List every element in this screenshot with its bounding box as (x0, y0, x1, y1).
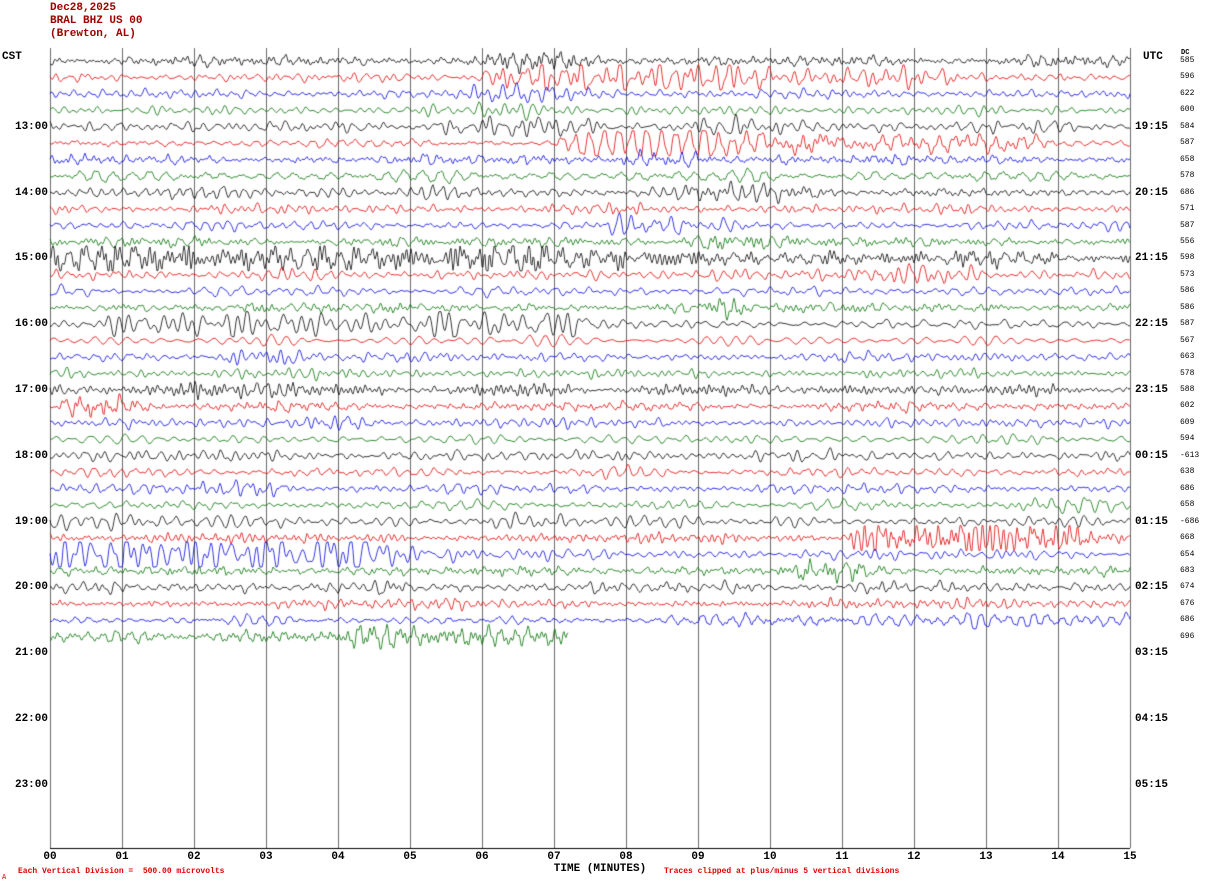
dc-value: 586 (1180, 302, 1195, 312)
header-location: (Brewton, AL) (50, 28, 136, 40)
x-tick-label: 01 (115, 851, 129, 863)
dc-column-label: DC (1181, 49, 1190, 57)
dc-value: 584 (1180, 121, 1195, 131)
dc-value: 587 (1180, 319, 1195, 329)
dc-value: 609 (1180, 417, 1195, 427)
dc-value: 578 (1180, 368, 1195, 378)
x-tick-label: 04 (331, 851, 345, 863)
x-tick-label: 02 (187, 851, 201, 863)
left-time-label: 16:00 (14, 318, 48, 331)
corner-mark: A (2, 874, 7, 882)
left-time-label: 23:00 (14, 778, 48, 791)
footer-right-note: Traces clipped at plus/minus 5 vertical … (664, 867, 900, 876)
dc-value: 683 (1180, 565, 1195, 575)
x-axis-title: TIME (MINUTES) (553, 863, 647, 875)
x-tick-label: 00 (43, 851, 57, 863)
left-time-label: 22:00 (14, 713, 48, 725)
left-time-label: 13:00 (14, 120, 48, 133)
dc-value: 686 (1180, 187, 1195, 197)
dc-value: 663 (1180, 352, 1195, 362)
dc-value: 594 (1180, 434, 1195, 444)
dc-value: 686 (1180, 615, 1195, 625)
right-time-label: 03:15 (1135, 647, 1169, 660)
left-time-label: 14:00 (14, 186, 48, 199)
right-time-label: 22:15 (1135, 318, 1169, 331)
dc-value: 696 (1180, 631, 1195, 641)
header-date: Dec28,2025 (50, 2, 117, 14)
left-time-label: 20:00 (14, 581, 48, 594)
right-time-label: 00:15 (1135, 449, 1169, 462)
dc-value: 585 (1180, 56, 1195, 65)
right-time-label: 23:15 (1135, 384, 1169, 396)
left-time-label: 18:00 (14, 449, 48, 462)
x-tick-label: 11 (835, 851, 849, 863)
x-tick-label: 03 (259, 851, 273, 863)
dc-value: 658 (1180, 500, 1195, 510)
x-tick-label: 14 (1051, 851, 1065, 863)
left-timezone-label: CST (2, 51, 22, 63)
dc-value: -613 (1180, 450, 1200, 460)
dc-value: 556 (1180, 236, 1195, 246)
left-time-label: 17:00 (14, 384, 48, 396)
right-time-label: 05:15 (1135, 778, 1169, 791)
x-tick-label: 13 (979, 851, 993, 863)
dc-value: 573 (1180, 269, 1195, 279)
dc-value: 622 (1180, 88, 1195, 98)
right-time-label: 01:15 (1135, 515, 1169, 528)
dc-value: 596 (1180, 72, 1195, 82)
dc-value: 654 (1180, 549, 1195, 559)
dc-value: 668 (1180, 533, 1195, 543)
dc-value: 602 (1180, 401, 1195, 411)
dc-value: 587 (1180, 138, 1195, 148)
dc-value: 588 (1180, 385, 1195, 394)
header-station: BRAL BHZ US 00 (50, 15, 143, 27)
dc-value: 600 (1180, 105, 1195, 115)
right-time-label: 20:15 (1135, 186, 1169, 199)
dc-value: 676 (1180, 598, 1195, 608)
x-tick-label: 15 (1123, 851, 1137, 863)
dc-value: 598 (1180, 253, 1195, 263)
dc-value: 567 (1180, 335, 1195, 345)
x-tick-label: 09 (691, 851, 705, 863)
dc-value: 658 (1180, 154, 1195, 164)
x-tick-label: 12 (907, 851, 921, 863)
footer-left-note: Each Vertical Division = 500.00 microvol… (18, 867, 225, 876)
dc-value: 587 (1180, 220, 1195, 230)
left-time-label: 21:00 (14, 647, 48, 660)
x-tick-label: 05 (403, 851, 417, 863)
right-timezone-label: UTC (1143, 51, 1163, 63)
x-tick-label: 10 (763, 851, 777, 863)
dc-value: -686 (1180, 516, 1200, 526)
dc-value: 586 (1180, 286, 1195, 296)
right-time-label: 21:15 (1135, 252, 1169, 265)
dc-value: 674 (1180, 582, 1195, 592)
x-tick-label: 07 (547, 851, 561, 863)
left-time-label: 15:00 (14, 252, 48, 265)
dc-value: 571 (1180, 204, 1195, 214)
right-time-label: 04:15 (1135, 713, 1169, 725)
x-tick-label: 08 (619, 851, 633, 863)
dc-value: 638 (1180, 467, 1195, 477)
dc-value: 578 (1180, 171, 1195, 181)
right-time-label: 02:15 (1135, 581, 1169, 594)
right-time-label: 19:15 (1135, 120, 1169, 133)
left-time-label: 19:00 (14, 515, 48, 528)
x-tick-label: 06 (475, 851, 489, 863)
dc-value: 686 (1180, 483, 1195, 493)
